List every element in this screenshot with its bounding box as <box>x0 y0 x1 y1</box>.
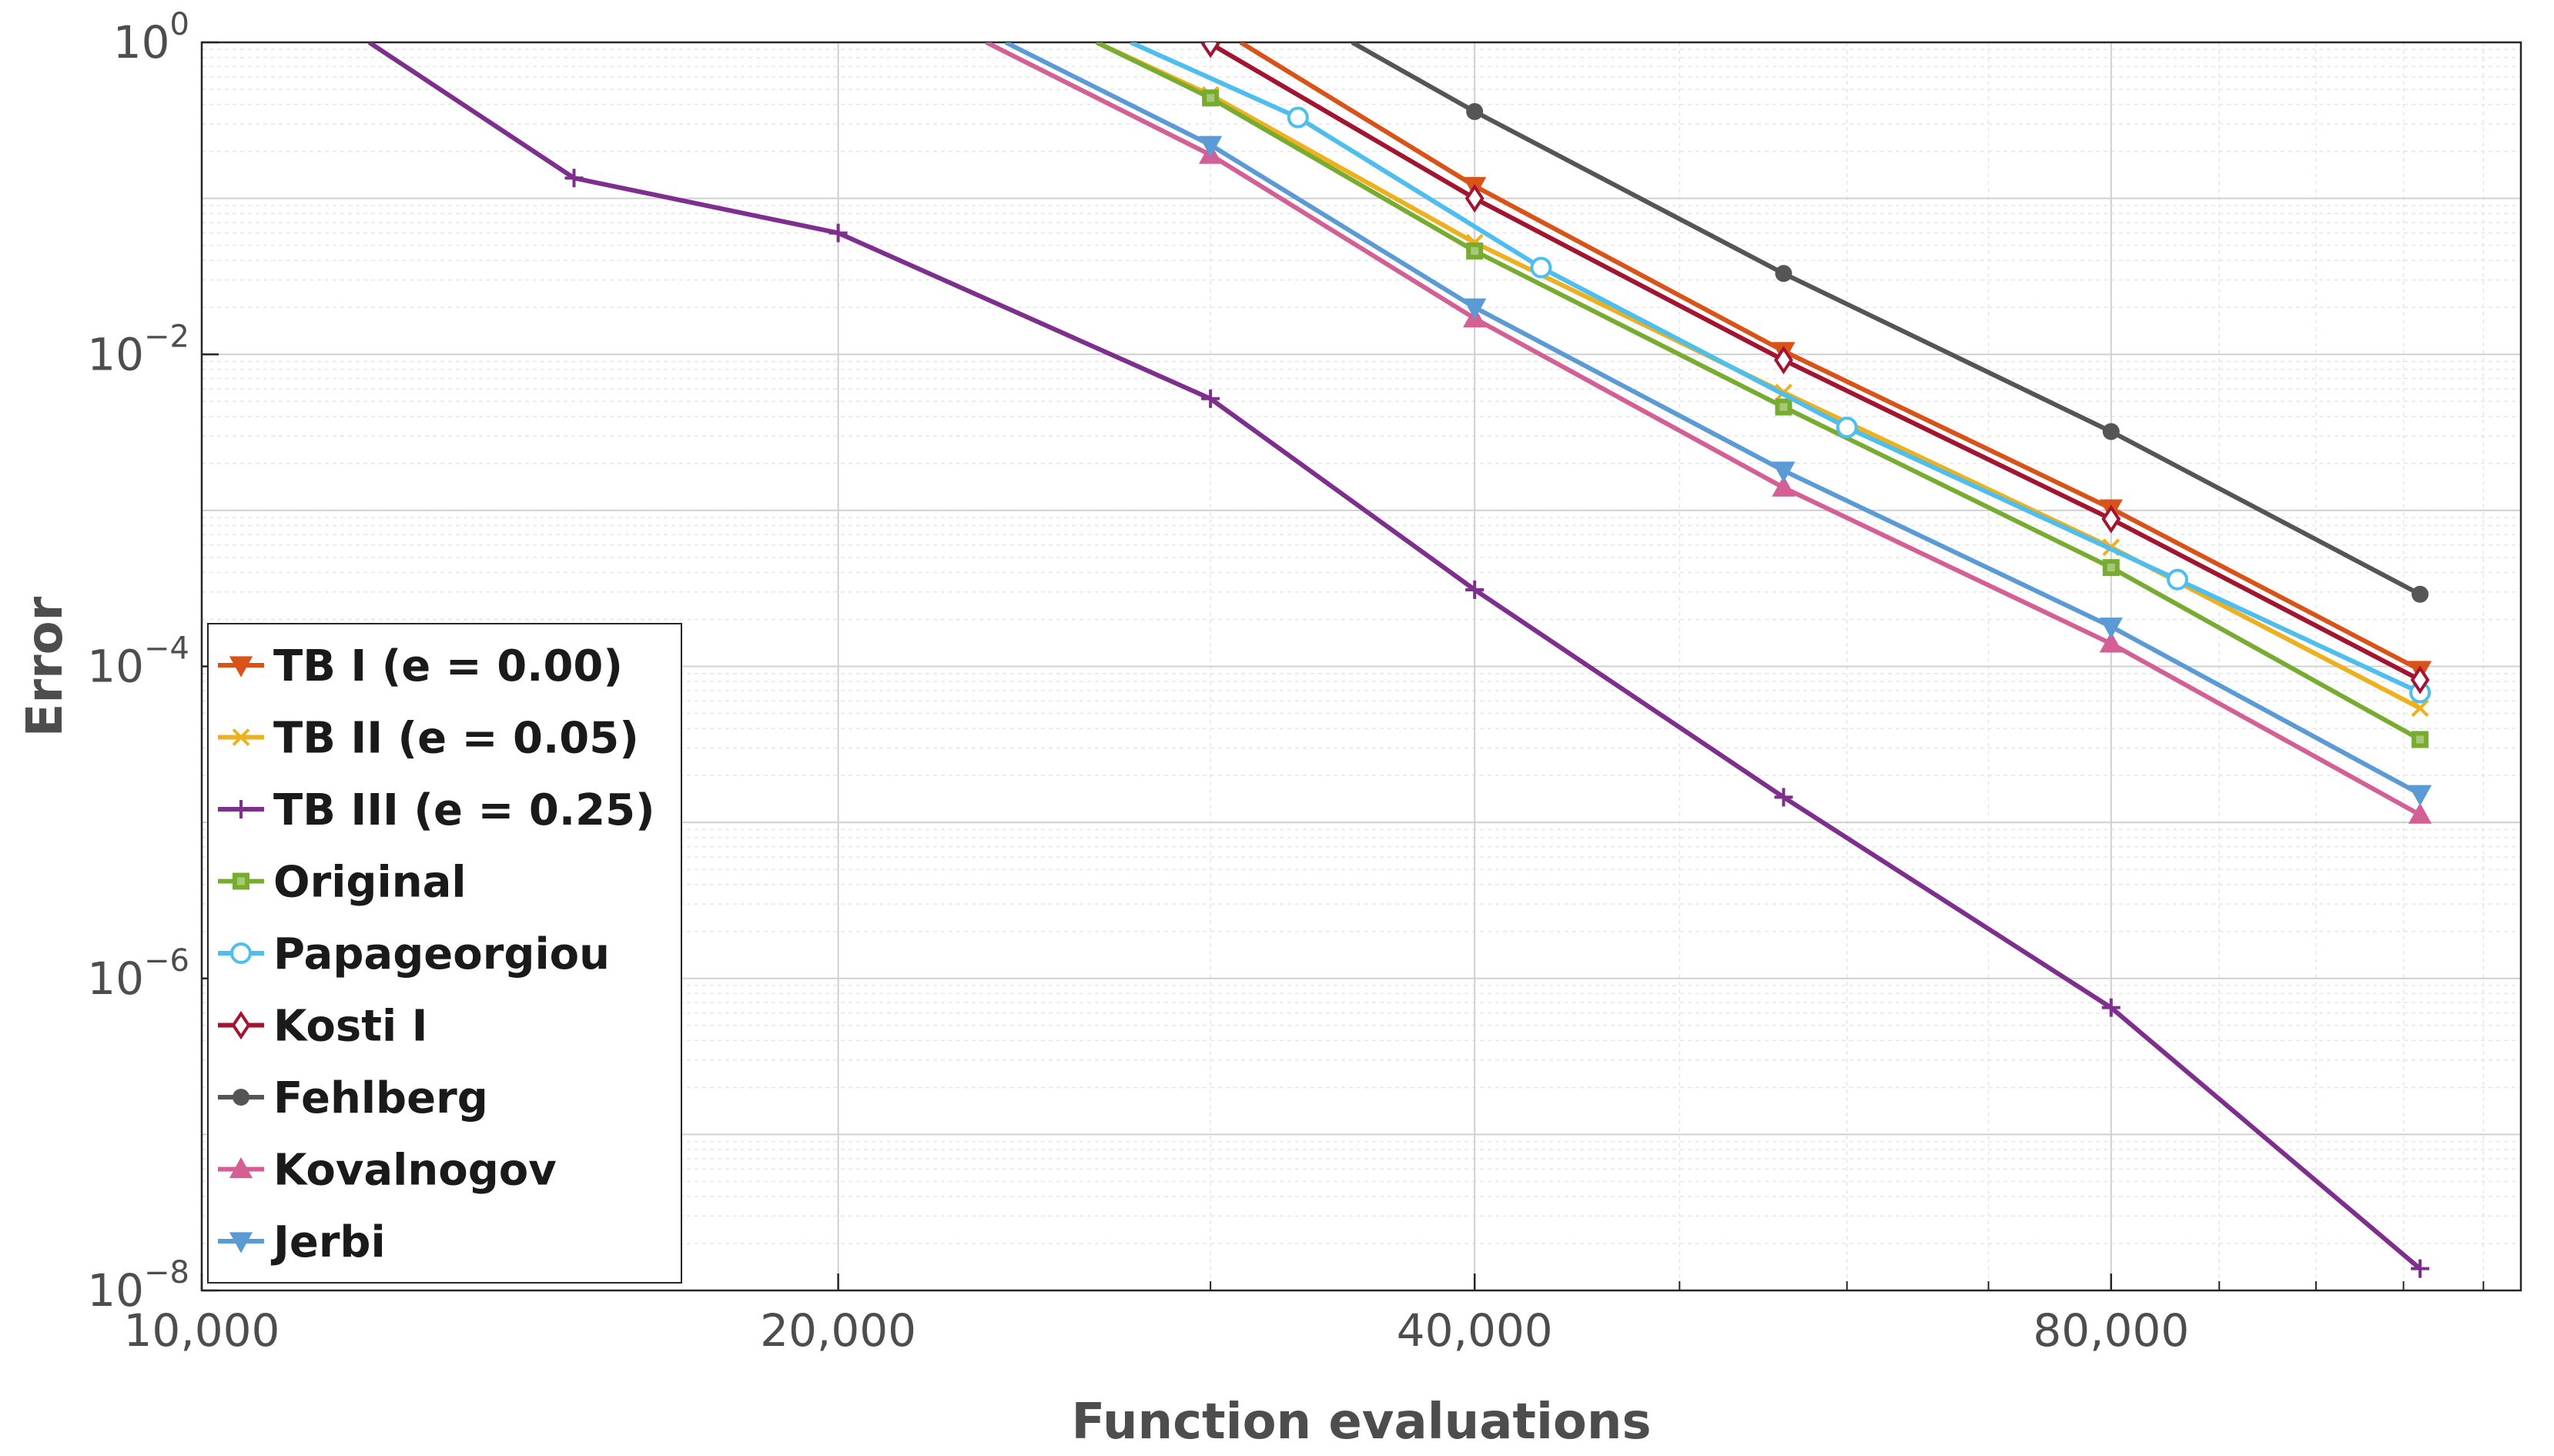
legend-entry-tb-iii-e-0-25: TB III (e = 0.25) <box>218 785 655 835</box>
data-point-papageorgiou <box>1530 256 1552 279</box>
data-point-tb-iii-e-0-25 <box>2101 998 2121 1017</box>
data-point-kosti-i <box>2410 665 2430 695</box>
data-point-tb-iii-e-0-25 <box>1201 389 1220 408</box>
legend-marker <box>229 656 253 678</box>
series-line-tb-ii-e-0-05 <box>1095 42 2422 711</box>
legend-label: TB II (e = 0.05) <box>273 714 639 764</box>
data-point-kovalnogov <box>1772 475 1796 497</box>
data-point-tb-iii-e-0-25 <box>1465 580 1485 599</box>
series-line-tb-i-e-0-00 <box>1239 42 2422 672</box>
data-point-original <box>2412 731 2429 748</box>
legend-label: Jerbi <box>270 1217 386 1267</box>
data-point-tb-iii-e-0-25 <box>564 169 584 188</box>
data-point-fehlberg <box>2102 423 2120 440</box>
series-fehlberg <box>1351 42 2429 603</box>
legend-marker <box>230 942 252 964</box>
data-point-kosti-i <box>1200 42 1220 59</box>
legend-marker <box>231 1010 251 1040</box>
legend-entry-fehlberg: Fehlberg <box>218 1073 488 1123</box>
legend: TB I (e = 0.00) TB II (e = 0.05) TB III (e… <box>207 623 682 1284</box>
data-point-original <box>2102 559 2120 577</box>
data-point-papageorgiou <box>1287 106 1309 129</box>
data-point-original <box>1202 89 1220 107</box>
y-tick-label: 10−6 <box>87 943 189 1005</box>
y-tick-label: 10−2 <box>87 319 189 380</box>
data-point-kovalnogov <box>2099 631 2123 653</box>
data-point-tb-ii-e-0-05 <box>2411 699 2429 718</box>
data-point-papageorgiou <box>1836 417 1858 439</box>
legend-entry-tb-i-e-0-00: TB I (e = 0.00) <box>218 641 623 691</box>
series-original <box>1095 42 2429 748</box>
x-axis-title: Function evaluations <box>1071 1394 1651 1451</box>
series-line-jerbi <box>1004 42 2422 796</box>
legend-marker <box>233 872 249 890</box>
y-tick-label: 10−4 <box>87 631 189 693</box>
x-axis-ticks: 10,000 20,000 40,000 80,000 <box>124 1274 2485 1357</box>
legend-box <box>207 623 682 1284</box>
legend-label: Fehlberg <box>273 1073 488 1123</box>
legend-label: TB I (e = 0.00) <box>273 641 623 691</box>
series-line-kovalnogov <box>985 42 2422 817</box>
data-point-kosti-i <box>1774 345 1793 375</box>
series-layer <box>367 42 2432 1278</box>
data-point-original <box>1775 398 1792 416</box>
series-tb-iii-e-0-25 <box>367 42 2430 1278</box>
series-line-original <box>1095 42 2422 742</box>
legend-marker <box>229 1232 253 1253</box>
data-point-tb-iii-e-0-25 <box>828 223 848 243</box>
data-point-original <box>1466 242 1484 259</box>
y-axis-title: Error <box>17 596 74 737</box>
x-tick-label: 40,000 <box>1397 1304 1553 1357</box>
data-point-jerbi <box>1463 298 1487 320</box>
legend-marker <box>233 1089 249 1106</box>
series-papageorgiou <box>1130 42 2432 704</box>
data-point-kovalnogov <box>2408 802 2432 824</box>
data-point-jerbi <box>2099 618 2123 639</box>
legend-entry-original: Original <box>218 858 467 908</box>
legend-entry-papageorgiou: Papageorgiou <box>218 929 610 979</box>
data-point-kosti-i <box>1464 184 1485 213</box>
data-point-fehlberg <box>1466 102 1484 120</box>
data-point-kosti-i <box>2101 504 2121 534</box>
data-point-tb-iii-e-0-25 <box>1774 788 1793 807</box>
series-line-tb-iii-e-0-25 <box>367 42 2422 1270</box>
legend-label: Papageorgiou <box>273 929 610 979</box>
legend-entry-jerbi: Jerbi <box>218 1217 386 1267</box>
y-tick-label: 10−8 <box>87 1255 189 1317</box>
series-kosti-i <box>1200 42 2430 695</box>
legend-entry-kovalnogov: Kovalnogov <box>218 1146 557 1196</box>
legend-label: Original <box>273 858 467 908</box>
data-point-papageorgiou <box>2167 568 2189 591</box>
data-point-fehlberg <box>2412 585 2429 603</box>
legend-label: Kovalnogov <box>273 1146 557 1196</box>
legend-marker <box>232 728 250 746</box>
y-tick-label: 100 <box>113 7 189 69</box>
legend-entry-tb-ii-e-0-05: TB II (e = 0.05) <box>218 714 639 764</box>
series-line-kosti-i <box>1209 42 2422 682</box>
data-point-jerbi <box>2408 785 2432 806</box>
x-tick-label: 20,000 <box>760 1304 916 1357</box>
series-jerbi <box>1004 42 2432 806</box>
x-tick-label: 80,000 <box>2033 1304 2189 1357</box>
data-point-jerbi <box>1199 136 1223 157</box>
series-line-papageorgiou <box>1130 42 2422 695</box>
x-tick-label: 10,000 <box>124 1304 280 1357</box>
legend-label: TB III (e = 0.25) <box>273 785 655 835</box>
legend-entry-kosti-i: Kosti I <box>218 1002 428 1052</box>
series-line-fehlberg <box>1351 42 2422 597</box>
legend-marker <box>229 1156 253 1179</box>
y-axis-ticks: 100 10−2 10−4 10−6 10−8 <box>87 7 219 1317</box>
data-point-tb-iii-e-0-25 <box>2411 1259 2430 1278</box>
legend-label: Kosti I <box>273 1002 428 1052</box>
legend-marker <box>232 800 250 818</box>
data-point-jerbi <box>1772 461 1796 483</box>
data-point-fehlberg <box>1775 265 1792 283</box>
